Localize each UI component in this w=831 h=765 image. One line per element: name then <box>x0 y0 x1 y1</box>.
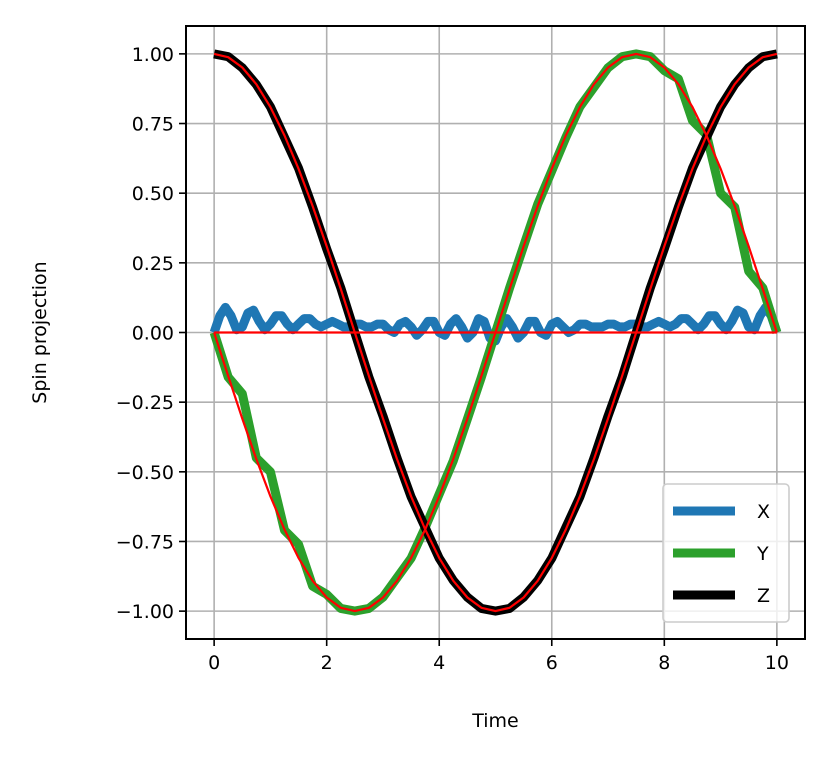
legend-label-x: X <box>757 501 770 523</box>
x-axis: 0 2 4 6 8 10 <box>208 639 789 674</box>
legend-label-z: Z <box>757 585 770 607</box>
x-tick-label: 4 <box>433 652 445 674</box>
y-tick-label: 0.25 <box>132 253 174 275</box>
x-axis-label: Time <box>471 710 519 732</box>
y-tick-label: −0.25 <box>116 392 174 414</box>
x-tick-label: 8 <box>658 652 670 674</box>
legend-label-y: Y <box>756 543 769 565</box>
y-tick-label: −0.75 <box>116 531 174 553</box>
series-layer <box>209 49 782 616</box>
x-tick-label: 6 <box>546 652 558 674</box>
y-tick-label: 0.75 <box>132 114 174 136</box>
x-tick-label: 0 <box>208 652 220 674</box>
y-tick-label: −1.00 <box>116 601 174 623</box>
y-tick-label: 0.50 <box>132 183 174 205</box>
fit-z-line <box>213 52 778 613</box>
y-axis: 1.00 0.75 0.50 0.25 0.00 −0.25 −0.50 −0.75 −1.00 <box>116 44 186 623</box>
x-tick-label: 10 <box>765 652 789 674</box>
y-axis-label: Spin projection <box>29 261 51 403</box>
y-tick-label: 0.00 <box>132 323 174 345</box>
y-tick-label: 1.00 <box>132 44 174 66</box>
y-tick-label: −0.50 <box>116 462 174 484</box>
legend: XYZ <box>662 483 790 623</box>
x-tick-label: 2 <box>321 652 333 674</box>
